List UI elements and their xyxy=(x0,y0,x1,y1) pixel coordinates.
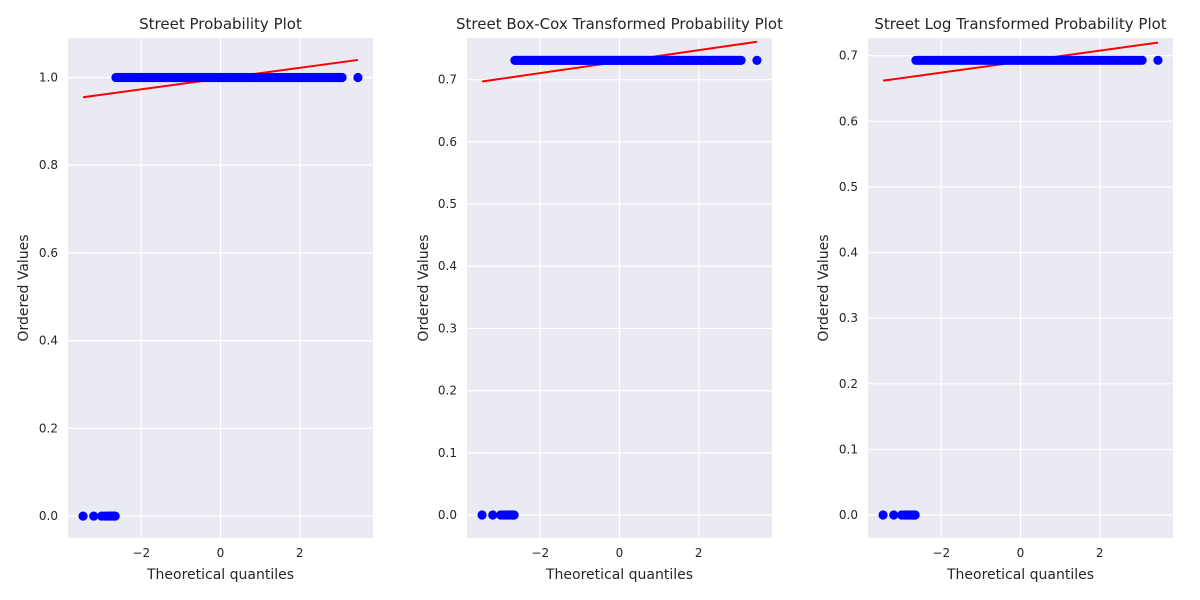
data-point xyxy=(488,510,498,520)
y-tick-label: 0.5 xyxy=(839,180,858,194)
y-tick-label: 0.2 xyxy=(839,377,858,391)
y-tick-labels: 0.0 0.1 0.2 0.3 0.4 0.5 0.6 0.7 xyxy=(839,49,858,522)
y-tick-label: 0.1 xyxy=(839,442,858,456)
panel-street-probability-plot: −2 0 2 0.0 0.2 0.4 0.6 0.8 1.0 Street Probabili… xyxy=(16,15,373,583)
y-tick-labels: 0.0 0.2 0.4 0.6 0.8 1.0 xyxy=(39,70,58,523)
x-axis-label: Theoretical quantiles xyxy=(146,567,294,583)
y-tick-label: 0.1 xyxy=(438,446,457,460)
y-tick-label: 0.6 xyxy=(438,135,457,149)
data-point xyxy=(477,510,487,520)
y-tick-label: 0.4 xyxy=(39,334,58,348)
data-point xyxy=(889,510,899,520)
y-tick-label: 0.4 xyxy=(438,259,457,273)
data-point xyxy=(353,72,363,83)
y-tick-label: 0.7 xyxy=(839,49,858,63)
points-group xyxy=(477,55,762,520)
y-tick-labels: 0.0 0.1 0.2 0.3 0.4 0.5 0.6 0.7 xyxy=(438,73,457,522)
x-tick-label: 0 xyxy=(217,546,225,560)
grid xyxy=(868,38,1173,538)
data-point xyxy=(1153,55,1163,65)
y-tick-label: 0.0 xyxy=(438,508,457,522)
y-tick-label: 0.8 xyxy=(39,158,58,172)
data-point xyxy=(910,510,920,520)
x-tick-label: 2 xyxy=(296,546,304,560)
data-point xyxy=(736,55,746,65)
y-axis-label: Ordered Values xyxy=(16,234,32,341)
y-tick-label: 0.6 xyxy=(839,114,858,128)
x-tick-label: −2 xyxy=(531,546,549,560)
y-tick-label: 0.2 xyxy=(438,384,457,398)
points-group xyxy=(878,55,1163,520)
plot-title: Street Probability Plot xyxy=(139,15,302,33)
data-point xyxy=(752,55,762,65)
x-tick-labels: −2 0 2 xyxy=(132,546,303,560)
y-tick-label: 0.2 xyxy=(39,421,58,435)
y-tick-label: 0.0 xyxy=(839,508,858,522)
grid xyxy=(467,38,772,538)
x-tick-label: 0 xyxy=(616,546,624,560)
points-group xyxy=(78,72,363,521)
panel-street-log-probability-plot: −2 0 2 0.0 0.1 0.2 0.3 0.4 0.5 0.6 0.7 Street Log… xyxy=(816,15,1173,583)
plot-title: Street Log Transformed Probability Plot xyxy=(874,15,1166,33)
y-tick-label: 0.6 xyxy=(39,246,58,260)
y-tick-label: 0.0 xyxy=(39,509,58,523)
y-tick-label: 0.5 xyxy=(438,197,457,211)
x-tick-label: −2 xyxy=(932,546,950,560)
data-point xyxy=(337,72,347,83)
y-tick-label: 0.3 xyxy=(438,321,457,335)
y-tick-label: 1.0 xyxy=(39,70,58,84)
plot-title: Street Box-Cox Transformed Probability P… xyxy=(456,15,783,33)
data-point xyxy=(89,511,99,521)
y-axis-label: Ordered Values xyxy=(816,234,832,341)
panel-street-box-cox-probability-plot: −2 0 2 0.0 0.1 0.2 0.3 0.4 0.5 0.6 0.7 Street Box… xyxy=(416,15,783,583)
data-point xyxy=(78,511,88,521)
data-point xyxy=(110,511,120,521)
y-tick-label: 0.7 xyxy=(438,73,457,87)
x-tick-labels: −2 0 2 xyxy=(932,546,1103,560)
x-axis-label: Theoretical quantiles xyxy=(946,567,1094,583)
x-axis-label: Theoretical quantiles xyxy=(545,567,693,583)
data-point xyxy=(509,510,519,520)
x-tick-label: −2 xyxy=(132,546,150,560)
x-tick-label: 2 xyxy=(695,546,703,560)
y-tick-label: 0.4 xyxy=(839,246,858,260)
y-axis-label: Ordered Values xyxy=(416,234,432,341)
x-tick-label: 0 xyxy=(1017,546,1025,560)
y-tick-label: 0.3 xyxy=(839,311,858,325)
data-point xyxy=(878,510,888,520)
x-tick-labels: −2 0 2 xyxy=(531,546,702,560)
data-point xyxy=(1137,55,1147,65)
x-tick-label: 2 xyxy=(1096,546,1104,560)
